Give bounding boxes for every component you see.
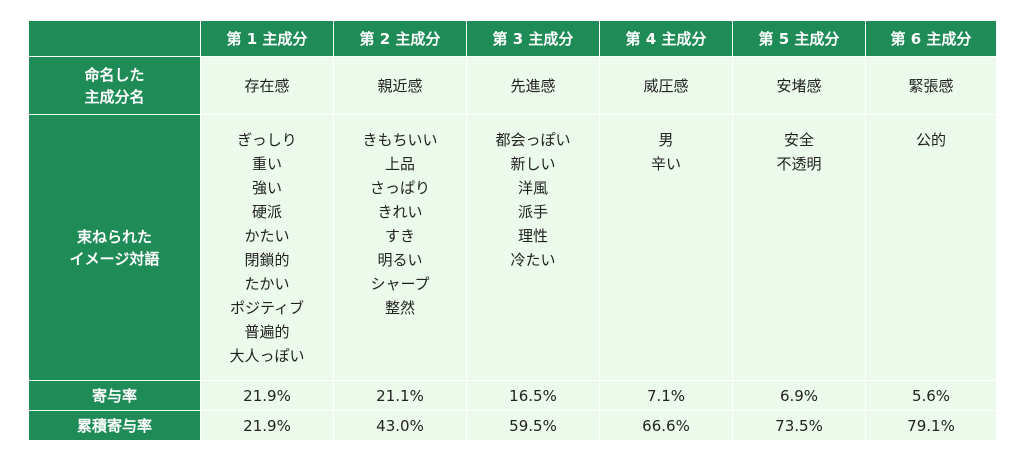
component-name-row: 命名した 主成分名 存在感 親近感 先進感 威圧感 安堵感 緊張感 [28, 56, 997, 115]
principal-component-table: 第 1 主成分 第 2 主成分 第 3 主成分 第 4 主成分 第 5 主成分 … [28, 20, 997, 441]
word-item: 大人っぽい [229, 347, 305, 365]
word-item: 男 [658, 131, 674, 149]
word-item: 明るい [377, 251, 423, 269]
word-item: きもちいい [362, 131, 438, 149]
component-name: 威圧感 [599, 56, 733, 115]
image-words-row: 束ねられた イメージ対語 ぎっしり 重い 強い 硬派 かたい 閉鎖的 たかい ポ… [28, 114, 997, 381]
word-item: たかい [244, 275, 290, 293]
word-list: きもちいい 上品 さっぱり きれい すき 明るい シャープ 整然 [333, 114, 467, 381]
contribution-row: 寄与率 21.9% 21.1% 16.5% 7.1% 6.9% 5.6% [28, 380, 997, 411]
corner-cell [28, 20, 201, 57]
word-item: 不透明 [776, 155, 822, 173]
cumulative-value: 59.5% [466, 410, 600, 441]
word-item: ぎっしり [237, 131, 297, 149]
word-item: 辛い [650, 155, 681, 173]
row-label-line: 主成分名 [84, 87, 145, 106]
word-item: 冷たい [510, 251, 556, 269]
word-item: ポジティブ [229, 299, 305, 317]
word-list: 安全 不透明 [732, 114, 866, 381]
cumulative-value: 66.6% [599, 410, 733, 441]
component-header: 第 2 主成分 [333, 20, 467, 57]
component-name: 親近感 [333, 56, 467, 115]
contribution-value: 5.6% [865, 380, 997, 411]
contribution-value: 21.9% [200, 380, 334, 411]
word-item: 重い [251, 155, 282, 173]
word-item: すき [384, 227, 415, 245]
word-item: 整然 [384, 299, 415, 317]
header-row: 第 1 主成分 第 2 主成分 第 3 主成分 第 4 主成分 第 5 主成分 … [28, 20, 997, 57]
contribution-value: 7.1% [599, 380, 733, 411]
word-list: ぎっしり 重い 強い 硬派 かたい 閉鎖的 たかい ポジティブ 普遍的 大人っぽ… [200, 114, 334, 381]
cumulative-value: 43.0% [333, 410, 467, 441]
word-item: 公的 [915, 131, 946, 149]
word-item: 普遍的 [244, 323, 290, 341]
component-name: 緊張感 [865, 56, 997, 115]
contribution-value: 16.5% [466, 380, 600, 411]
word-item: さっぱり [369, 179, 430, 197]
component-name: 存在感 [200, 56, 334, 115]
component-header: 第 6 主成分 [865, 20, 997, 57]
component-header: 第 4 主成分 [599, 20, 733, 57]
row-label-line: 命名した [84, 65, 145, 84]
component-name: 安堵感 [732, 56, 866, 115]
word-item: 派手 [517, 203, 548, 221]
word-list: 公的 [865, 114, 997, 381]
word-item: 洋風 [517, 179, 548, 197]
row-label-line: イメージ対語 [69, 249, 160, 268]
row-label-line: 束ねられた [76, 227, 152, 246]
word-item: 理性 [517, 227, 548, 245]
row-label-contribution: 寄与率 [28, 380, 201, 411]
cumulative-value: 73.5% [732, 410, 866, 441]
cumulative-row: 累積寄与率 21.9% 43.0% 59.5% 66.6% 73.5% 79.1… [28, 410, 997, 441]
cumulative-value: 79.1% [865, 410, 997, 441]
component-header: 第 1 主成分 [200, 20, 334, 57]
cumulative-value: 21.9% [200, 410, 334, 441]
word-item: 閉鎖的 [244, 251, 290, 269]
word-item: きれい [377, 203, 423, 221]
row-label-cumulative: 累積寄与率 [28, 410, 201, 441]
contribution-value: 6.9% [732, 380, 866, 411]
word-item: 上品 [384, 155, 415, 173]
word-item: 強い [251, 179, 282, 197]
component-header: 第 3 主成分 [466, 20, 600, 57]
word-list: 都会っぽい 新しい 洋風 派手 理性 冷たい [466, 114, 600, 381]
word-item: 都会っぽい [495, 131, 571, 149]
word-item: 硬派 [251, 203, 282, 221]
contribution-value: 21.1% [333, 380, 467, 411]
word-item: 新しい [510, 155, 556, 173]
row-label-words: 束ねられた イメージ対語 [28, 114, 201, 381]
word-item: シャープ [370, 275, 430, 293]
row-label-name: 命名した 主成分名 [28, 56, 201, 115]
component-header: 第 5 主成分 [732, 20, 866, 57]
word-item: かたい [244, 227, 290, 245]
word-list: 男 辛い [599, 114, 733, 381]
component-name: 先進感 [466, 56, 600, 115]
word-item: 安全 [783, 131, 814, 149]
